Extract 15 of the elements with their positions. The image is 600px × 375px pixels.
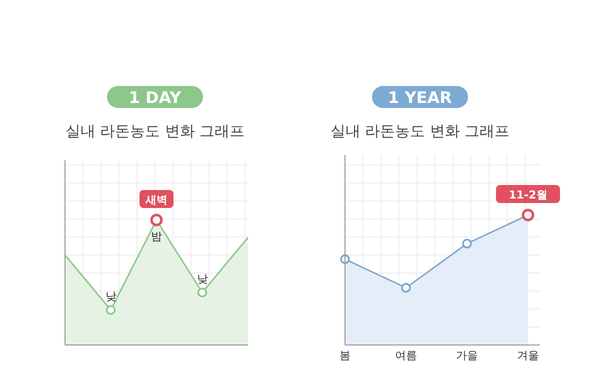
point: [462, 238, 472, 248]
chart-subtitle: 실내 라돈농도 변화 그래프: [65, 122, 245, 140]
annotation: 낮: [196, 272, 208, 286]
chart-title: 1 DAY: [128, 88, 182, 107]
x-tick-label: 여름: [395, 349, 417, 362]
x-tick-label: 봄: [340, 349, 350, 362]
annotation: 낮: [105, 290, 116, 303]
annotation: 밤: [151, 230, 162, 243]
chart-title: 1 YEAR: [388, 88, 452, 107]
x-tick-label: 겨울: [517, 349, 539, 362]
point: [401, 282, 411, 293]
x-tick-label: 가을: [456, 349, 478, 362]
annotation: 새벽: [144, 194, 168, 206]
chart-subtitle: 실내 라돈농도 변화 그래프: [330, 122, 510, 140]
annotation: 11-2월: [508, 188, 548, 202]
